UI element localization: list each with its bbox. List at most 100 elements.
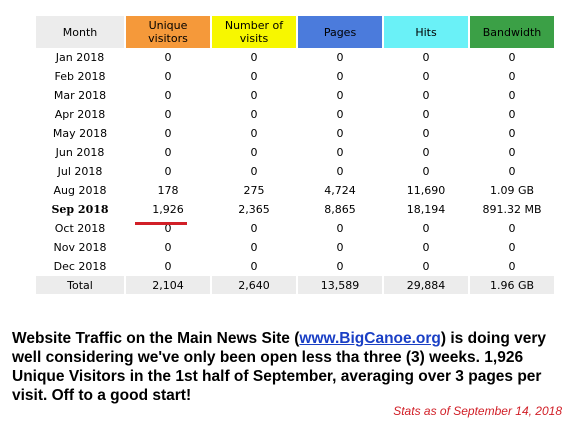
bigcanoe-link[interactable]: www.BigCanoe.org <box>299 330 441 347</box>
cell-visits: 0 <box>250 70 258 83</box>
monthly-stats-table: Month Unique visitors Number of visits P… <box>34 16 556 294</box>
cell-unique-visitors: 0 <box>164 165 172 178</box>
cell-bandwidth: 0 <box>508 89 516 102</box>
total-row: Total 2,104 2,640 13,589 29,884 1.96 GB <box>36 276 554 294</box>
cell-unique-visitors: 178 <box>157 184 179 197</box>
cell-hits: 0 <box>422 165 430 178</box>
cell-month: Oct 2018 <box>54 222 106 235</box>
cell-bandwidth: 0 <box>508 51 516 64</box>
cell-hits: 0 <box>422 241 430 254</box>
cell-hits: 29,884 <box>384 276 468 294</box>
summary-text-end: ) is doing very well considering we've o… <box>12 330 546 404</box>
cell-month: Mar 2018 <box>53 89 107 102</box>
cell-hits: 0 <box>422 70 430 83</box>
cell-bandwidth: 0 <box>508 165 516 178</box>
cell-hits: 18,194 <box>406 203 446 216</box>
table-row: Aug 2018 178 275 4,724 11,690 1.09 GB <box>36 181 554 200</box>
cell-unique-visitors: 0 <box>164 146 172 159</box>
summary-text-start: Website Traffic on the Main News Site ( <box>12 330 300 347</box>
header-bandwidth: Bandwidth <box>470 16 554 48</box>
cell-unique-visitors: 0 <box>164 222 172 235</box>
cell-pages: 0 <box>336 70 344 83</box>
cell-bandwidth: 0 <box>508 108 516 121</box>
table-row: May 2018 0 0 0 0 0 <box>36 124 554 143</box>
cell-visits: 0 <box>250 51 258 64</box>
cell-hits: 0 <box>422 89 430 102</box>
cell-hits: 0 <box>422 260 430 273</box>
cell-unique-visitors: 1,926 <box>152 203 184 216</box>
cell-hits: 0 <box>422 51 430 64</box>
cell-unique-visitors: 0 <box>164 127 172 140</box>
cell-bandwidth: 0 <box>508 146 516 159</box>
cell-month: Jun 2018 <box>55 146 105 159</box>
cell-visits: 0 <box>250 127 258 140</box>
cell-bandwidth: 0 <box>508 222 516 235</box>
cell-unique-visitors: 2,104 <box>126 276 210 294</box>
cell-month: Dec 2018 <box>53 260 107 273</box>
highlight-underline <box>135 222 187 225</box>
summary-text: Website Traffic on the Main News Site (w… <box>12 329 562 405</box>
cell-month: Feb 2018 <box>54 70 106 83</box>
cell-unique-visitors: 0 <box>164 108 172 121</box>
header-month: Month <box>36 16 124 48</box>
stats-date-note: Stats as of September 14, 2018 <box>393 404 562 418</box>
cell-pages: 0 <box>336 165 344 178</box>
cell-visits: 0 <box>250 165 258 178</box>
cell-unique-visitors: 0 <box>164 51 172 64</box>
cell-pages: 0 <box>336 108 344 121</box>
cell-month: Jan 2018 <box>55 51 105 64</box>
cell-bandwidth: 891.32 MB <box>482 203 542 216</box>
cell-unique-visitors: 0 <box>164 70 172 83</box>
cell-bandwidth: 0 <box>508 70 516 83</box>
cell-hits: 11,690 <box>406 184 446 197</box>
header-unique-visitors: Unique visitors <box>126 16 210 48</box>
table-row: Nov 2018 0 0 0 0 0 <box>36 238 554 257</box>
table-row: Jul 2018 0 0 0 0 0 <box>36 162 554 181</box>
table-body: Jan 2018 0 0 0 0 0 Feb 2018 0 0 0 0 0 Mar 2018 0 0 0 0 0 A… <box>36 48 554 294</box>
cell-pages: 0 <box>336 260 344 273</box>
table-row: Mar 2018 0 0 0 0 0 <box>36 86 554 105</box>
cell-pages: 0 <box>336 146 344 159</box>
table-row: Sep 2018 1,926 2,365 8,865 18,194 891.32 MB <box>36 200 554 219</box>
cell-visits: 0 <box>250 241 258 254</box>
cell-pages: 0 <box>336 89 344 102</box>
table-row: Oct 2018 0 0 0 0 0 <box>36 219 554 238</box>
cell-pages: 8,865 <box>324 203 356 216</box>
cell-bandwidth: 0 <box>508 241 516 254</box>
cell-visits: 275 <box>243 184 265 197</box>
header-pages: Pages <box>298 16 382 48</box>
cell-hits: 0 <box>422 127 430 140</box>
table-header-row: Month Unique visitors Number of visits P… <box>36 16 554 48</box>
table-row: Apr 2018 0 0 0 0 0 <box>36 105 554 124</box>
header-hits: Hits <box>384 16 468 48</box>
cell-pages: 4,724 <box>324 184 356 197</box>
cell-visits: 0 <box>250 260 258 273</box>
cell-hits: 0 <box>422 108 430 121</box>
cell-visits: 0 <box>250 146 258 159</box>
cell-visits: 0 <box>250 222 258 235</box>
cell-month: Sep 2018 <box>51 203 109 216</box>
cell-bandwidth: 1.96 GB <box>470 276 554 294</box>
cell-visits: 2,365 <box>238 203 270 216</box>
table-row: Feb 2018 0 0 0 0 0 <box>36 67 554 86</box>
cell-visits: 0 <box>250 89 258 102</box>
cell-month: Nov 2018 <box>53 241 107 254</box>
cell-pages: 13,589 <box>298 276 382 294</box>
cell-pages: 0 <box>336 51 344 64</box>
cell-month: Jul 2018 <box>57 165 103 178</box>
cell-bandwidth: 1.09 GB <box>489 184 535 197</box>
table-row: Dec 2018 0 0 0 0 0 <box>36 257 554 276</box>
cell-visits: 2,640 <box>212 276 296 294</box>
cell-bandwidth: 0 <box>508 260 516 273</box>
cell-unique-visitors: 0 <box>164 260 172 273</box>
cell-month: Aug 2018 <box>53 184 107 197</box>
cell-month: Apr 2018 <box>54 108 106 121</box>
cell-hits: 0 <box>422 222 430 235</box>
cell-unique-visitors: 0 <box>164 241 172 254</box>
cell-pages: 0 <box>336 222 344 235</box>
table-row: Jun 2018 0 0 0 0 0 <box>36 143 554 162</box>
cell-month: Total <box>36 276 124 294</box>
cell-month: May 2018 <box>52 127 108 140</box>
cell-hits: 0 <box>422 146 430 159</box>
cell-pages: 0 <box>336 127 344 140</box>
